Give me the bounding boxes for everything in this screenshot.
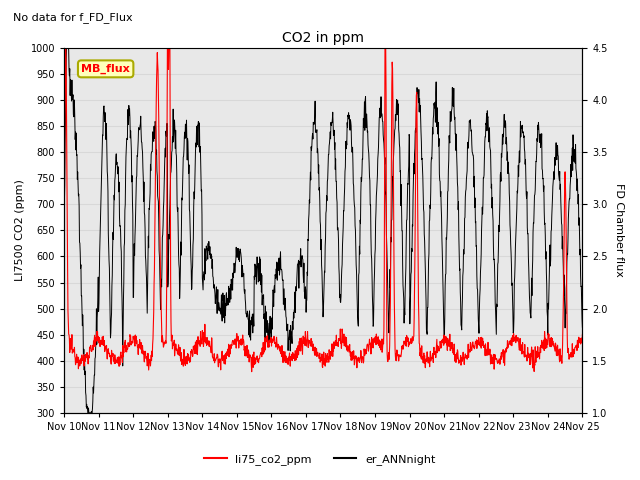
Title: CO2 in ppm: CO2 in ppm [282, 32, 364, 46]
Text: No data for f_FD_Flux: No data for f_FD_Flux [13, 12, 132, 23]
Legend: li75_co2_ppm, er_ANNnight: li75_co2_ppm, er_ANNnight [200, 450, 440, 469]
Text: MB_flux: MB_flux [81, 64, 130, 74]
Y-axis label: FD Chamber flux: FD Chamber flux [614, 183, 624, 277]
Y-axis label: LI7500 CO2 (ppm): LI7500 CO2 (ppm) [15, 180, 25, 281]
